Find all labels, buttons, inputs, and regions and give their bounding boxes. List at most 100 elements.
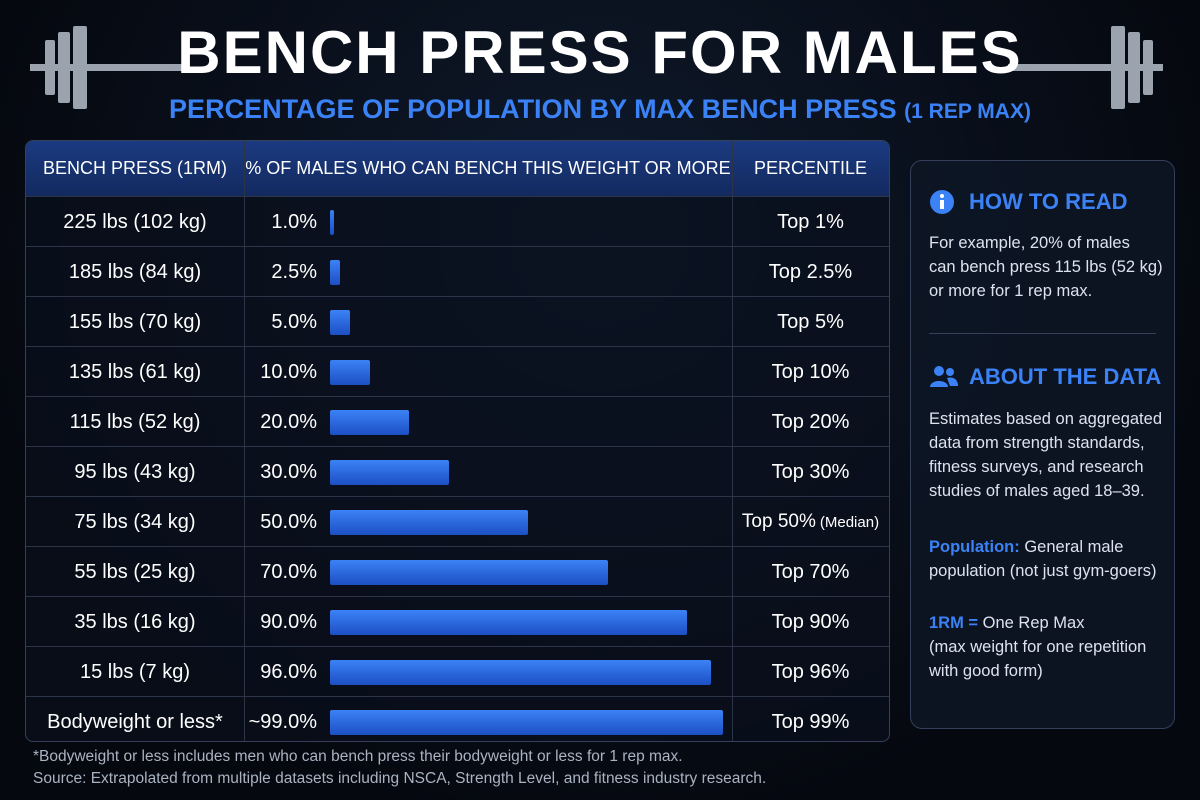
percentile-text: Top 96% [771,660,850,683]
text-line: can bench press 115 lbs (52 kg) [929,258,1163,276]
percentile-text: Top 20% [771,410,850,433]
table: BENCH PRESS (1RM)% OF MALES WHO CAN BENC… [25,140,890,742]
subtitle-suffix: (1 REP MAX) [904,100,1031,123]
percentile-text: Top 1% [777,210,844,233]
section-text: For example, 20% of males can bench press… [929,231,1163,303]
section-text: Estimates based on aggregated data from s… [929,407,1162,503]
bar [330,510,529,535]
weight: 115 lbs (52 kg) [69,410,201,433]
percentile-text: Top 2.5% [768,260,853,283]
table-row: 15 lbs (7 kg) 96.0% Top 96% [26,646,889,697]
percent-label: ~99.0% [248,710,317,733]
table-row: 35 lbs (16 kg) 90.0% Top 90% [26,596,889,647]
percent-label: 5.0% [271,310,317,333]
percentile: Top 90% [732,597,889,647]
percentile: Top 5% [732,297,889,347]
text-line: General male [1024,538,1124,556]
rm-label: 1RM = [929,614,979,632]
percent-label: 2.5% [271,260,317,283]
percentile-text: Top 10% [771,360,850,383]
population-text: Population: General male population (not … [929,535,1156,583]
percentile-text: Top 70% [771,560,850,583]
percentile: Top 70% [732,547,889,597]
table-row: Bodyweight or less* ~99.0% Top 99% [26,696,889,741]
weight: 55 lbs (25 kg) [74,560,196,583]
table-row: 225 lbs (102 kg) 1.0% Top 1% [26,196,889,247]
population-label: Population: [929,538,1020,556]
title: BENCH PRESS FOR MALES [177,19,1023,86]
percent-label: 50.0% [260,510,317,533]
percent-label: 96.0% [260,660,317,683]
bar [330,410,410,435]
text-line: Estimates based on aggregated [929,410,1162,428]
text-line: with good form) [929,662,1043,680]
table-row: 135 lbs (61 kg) 10.0% Top 10% [26,346,889,397]
text-line: fitness surveys, and research [929,458,1144,476]
table-row: 55 lbs (25 kg) 70.0% Top 70% [26,546,889,597]
bar [330,310,350,335]
bar [330,560,608,585]
bar [330,660,712,685]
weight: 75 lbs (34 kg) [74,510,196,533]
subtitle-text: PERCENTAGE OF POPULATION BY MAX BENCH PR… [169,94,897,124]
weight: 135 lbs (61 kg) [68,360,202,383]
percent-label: 90.0% [260,610,317,633]
percentile-text: Top 5% [777,310,844,333]
table-row: 95 lbs (43 kg) 30.0% Top 30% [26,446,889,497]
footnote: *Bodyweight or less includes men who can… [33,748,683,765]
percentile: Top 50% (Median) [732,497,889,547]
section-title: ABOUT THE DATA [969,364,1162,389]
weight: 95 lbs (43 kg) [74,460,196,483]
percentile: Top 96% [732,647,889,697]
percent-label: 1.0% [271,210,317,233]
barbell-icons [30,26,1163,109]
text-line: (max weight for one repetition [929,638,1147,656]
percent-label: 10.0% [260,360,317,383]
percentile-text: Top 30% [771,460,850,483]
side-panel: HOW TO READ For example, 20% of males can… [910,160,1175,729]
subtitle: PERCENTAGE OF POPULATION BY MAX BENCH PR… [0,94,1200,125]
text-line: studies of males aged 18–39. [929,482,1145,500]
people-icon [930,366,958,387]
table-row: 155 lbs (70 kg) 5.0% Top 5% [26,296,889,347]
percentile: Top 20% [732,397,889,447]
percentile: Top 10% [732,347,889,397]
divider [929,333,1156,334]
percentile-note: (Median) [819,513,880,531]
table-row: 115 lbs (52 kg) 20.0% Top 20% [26,396,889,447]
column-header: % OF MALES WHO CAN BENCH THIS WEIGHT OR … [244,141,732,196]
text-line: data from strength standards, [929,434,1145,452]
info-icon [930,190,954,214]
weight: 15 lbs (7 kg) [79,660,191,683]
bar [330,210,334,235]
bar [330,460,450,485]
weight: 185 lbs (84 kg) [68,260,202,283]
text-line: or more for 1 rep max. [929,282,1093,300]
percentile: Top 99% [732,697,889,741]
text-line: For example, 20% of males [929,234,1130,252]
rm-lines: One Rep Max (max weight for one repetitio… [929,614,1146,680]
percent-label: 30.0% [260,460,317,483]
column-divider [732,141,733,741]
percentile: Top 2.5% [732,247,889,297]
section-title: HOW TO READ [969,189,1128,214]
bar [330,710,723,735]
rm-text: 1RM = One Rep Max (max weight for one rep… [929,611,1146,683]
percentile: Top 30% [732,447,889,497]
column-header: PERCENTILE [732,141,889,196]
weight: 155 lbs (70 kg) [68,310,202,333]
percent-label: 70.0% [260,560,317,583]
weight: 225 lbs (102 kg) [63,210,207,233]
table-row: 75 lbs (34 kg) 50.0% Top 50% (Median) [26,496,889,547]
percentile-text: Top 50% [741,511,816,532]
source: Source: Extrapolated from multiple datas… [33,770,767,787]
percentile-text: Top 99% [771,710,850,733]
weight: 35 lbs (16 kg) [74,610,196,633]
percentile-text: Top 90% [771,610,850,633]
table-row: 185 lbs (84 kg) 2.5% Top 2.5% [26,246,889,297]
percent-label: 20.0% [260,410,317,433]
column-header: BENCH PRESS (1RM) [26,141,244,196]
column-divider [244,141,245,741]
text-line: population (not just gym-goers) [929,562,1157,580]
